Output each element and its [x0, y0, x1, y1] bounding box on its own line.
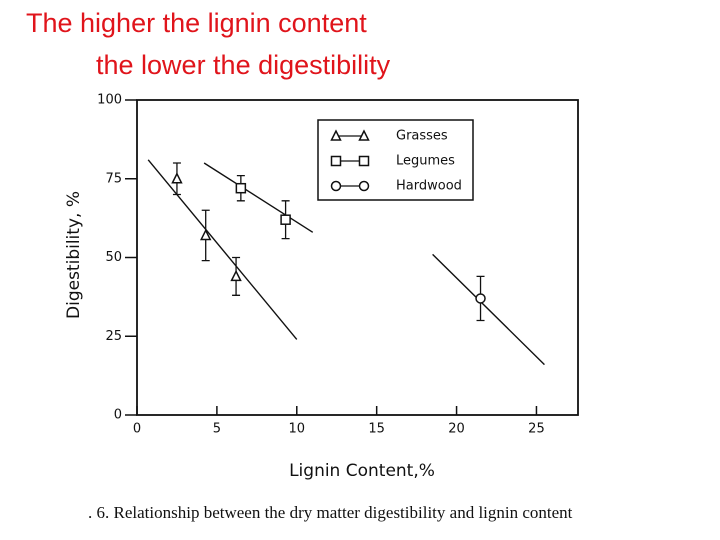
y-tick-label: 0: [114, 408, 122, 423]
data-point: [235, 182, 247, 194]
legend: [317, 119, 474, 201]
x-axis-label: Lignin Content,%: [289, 461, 435, 481]
fit-line: [203, 162, 314, 233]
x-tick-label: 20: [448, 422, 465, 437]
y-tick-label: 25: [105, 329, 122, 344]
y-tick-label: 75: [105, 171, 122, 186]
data-point: [199, 228, 212, 241]
legend-marker: [330, 129, 342, 141]
legend-marker: [330, 155, 342, 167]
x-tick-label: 5: [213, 422, 221, 437]
data-point: [475, 293, 486, 304]
legend-label: Hardwood: [396, 179, 462, 194]
fit-line: [432, 253, 545, 366]
legend-marker: [330, 180, 342, 192]
data-point: [280, 214, 291, 225]
legend-marker: [358, 155, 370, 167]
legend-label: Grasses: [396, 129, 448, 144]
data-point: [230, 269, 242, 282]
data-point: [171, 172, 183, 184]
x-tick-label: 0: [133, 422, 141, 437]
legend-marker: [358, 129, 370, 141]
fit-line: [147, 159, 298, 340]
legend-label: Legumes: [396, 154, 455, 169]
caption: . 6. Relationship between the dry matter…: [88, 503, 573, 522]
slide-title-line: The higher the lignin content: [26, 8, 367, 38]
x-tick-label: 10: [289, 422, 306, 437]
y-tick-label: 100: [97, 93, 122, 108]
slide-title-line: the lower the digestibility: [96, 50, 391, 80]
y-tick-label: 50: [105, 250, 122, 265]
x-tick-label: 25: [528, 422, 545, 437]
legend-marker: [358, 180, 370, 192]
x-tick-label: 15: [368, 422, 385, 437]
y-axis-label: Digestibility, %: [64, 191, 84, 319]
